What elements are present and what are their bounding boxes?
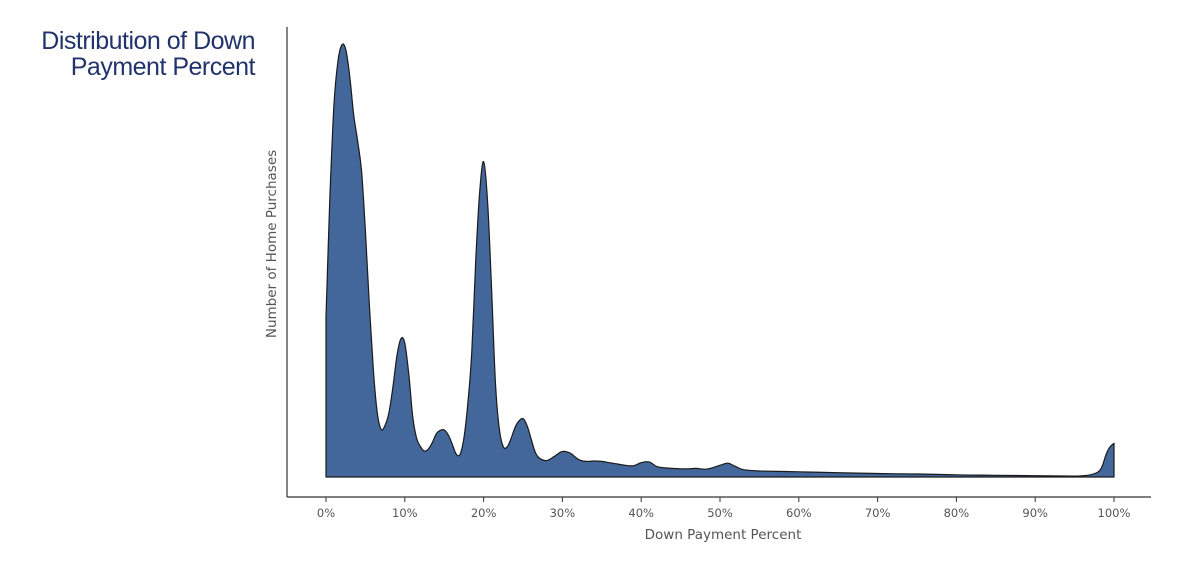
- x-tick-label: 40%: [628, 506, 654, 520]
- density-area: [325, 43, 1115, 478]
- x-tick-label: 0%: [317, 506, 335, 520]
- x-tick-label: 70%: [865, 506, 891, 520]
- x-tick-label: 100%: [1098, 506, 1131, 520]
- chart-title-line-2: Payment Percent: [70, 53, 256, 81]
- chart-title-line-1: Distribution of Down: [41, 27, 255, 55]
- x-axis-ticks: 0% 10% 20% 30% 40% 50% 60% 70% 80% 90% 100%: [317, 497, 1131, 520]
- x-tick-label: 30%: [550, 506, 576, 520]
- x-tick-label: 50%: [707, 506, 733, 520]
- x-tick-label: 90%: [1022, 506, 1048, 520]
- x-tick-label: 10%: [392, 506, 418, 520]
- chart-title: Distribution of Down Payment Percent: [0, 28, 255, 80]
- x-tick-label: 60%: [786, 506, 812, 520]
- y-axis-label: Number of Home Purchases: [264, 150, 280, 338]
- x-axis-label: Down Payment Percent: [645, 527, 802, 543]
- x-tick-label: 80%: [944, 506, 970, 520]
- plot-area: [325, 43, 1115, 478]
- x-tick-label: 20%: [471, 506, 497, 520]
